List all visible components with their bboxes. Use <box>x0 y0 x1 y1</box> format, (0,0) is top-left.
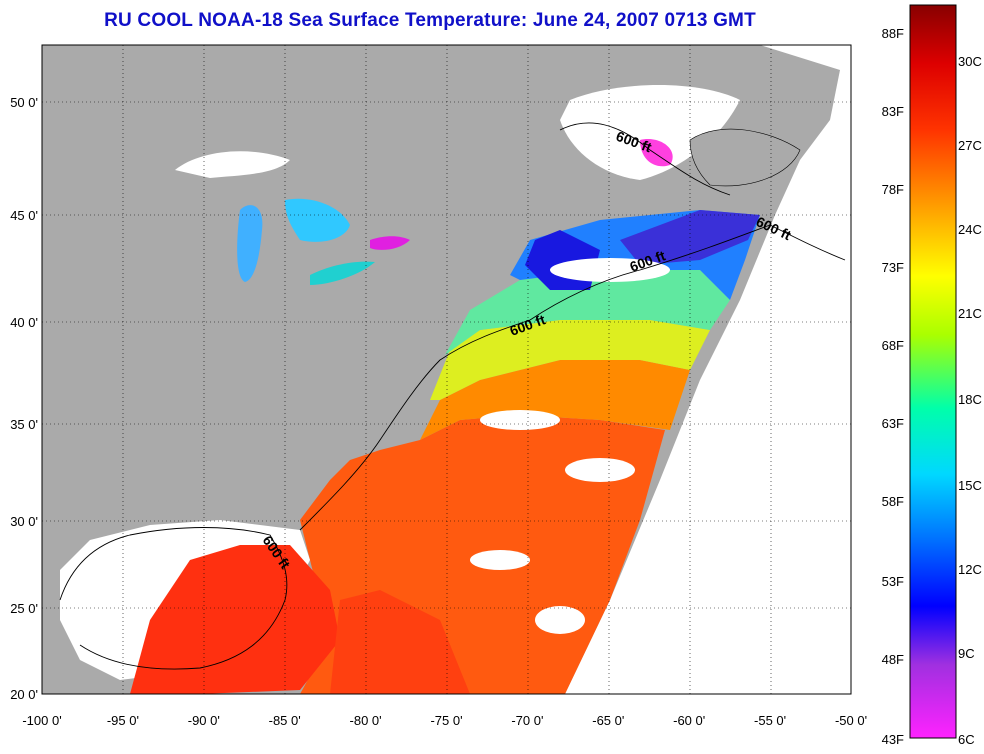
latitude-tick-label: 20 0' <box>10 687 38 702</box>
great-lakes-erie <box>310 261 375 285</box>
colorbar-celsius-label: 24C <box>958 222 982 237</box>
colorbar-fahrenheit-label: 48F <box>882 652 904 667</box>
cloud-patch <box>470 550 530 570</box>
colorbar-fahrenheit-label: 83F <box>882 104 904 119</box>
latitude-tick-label: 30 0' <box>10 514 38 529</box>
longitude-tick-label: -100 0' <box>22 713 61 728</box>
colorbar-celsius-label: 30C <box>958 54 982 69</box>
sst-orange-band <box>420 360 690 440</box>
cloud-patch <box>480 410 560 430</box>
longitude-tick-label: -75 0' <box>430 713 462 728</box>
longitude-tick-label: -50 0' <box>835 713 867 728</box>
latitude-axis: 20 0' 25 0' 30 0' 35 0' 40 0' 45 0' 50 0' <box>10 95 38 702</box>
colorbar-gradient <box>909 4 957 739</box>
colorbar-fahrenheit-label: 68F <box>882 338 904 353</box>
colorbar-fahrenheit-labels: 88F 83F 78F 73F 68F 63F 58F 53F 48F 43F <box>882 26 904 747</box>
cloud-patch <box>535 606 585 634</box>
longitude-tick-label: -65 0' <box>592 713 624 728</box>
colorbar-fahrenheit-label: 58F <box>882 494 904 509</box>
longitude-tick-label: -60 0' <box>673 713 705 728</box>
colorbar-fahrenheit-label: 88F <box>882 26 904 41</box>
latitude-tick-label: 25 0' <box>10 601 38 616</box>
colorbar-celsius-label: 21C <box>958 306 982 321</box>
colorbar-celsius-label: 12C <box>958 562 982 577</box>
newfoundland-land <box>689 128 801 187</box>
great-lakes-huron <box>285 198 350 242</box>
latitude-tick-label: 45 0' <box>10 208 38 223</box>
latitude-tick-label: 40 0' <box>10 315 38 330</box>
longitude-tick-label: -95 0' <box>107 713 139 728</box>
colorbar-celsius-label: 18C <box>958 392 982 407</box>
colorbar-fahrenheit-label: 53F <box>882 574 904 589</box>
colorbar-fahrenheit-label: 43F <box>882 732 904 747</box>
map-plot-area <box>42 45 851 694</box>
sst-yellow-band <box>430 320 710 400</box>
colorbar-celsius-label: 27C <box>958 138 982 153</box>
isobath-contour <box>59 122 846 670</box>
gulf-st-lawrence-sst <box>560 85 740 180</box>
gulf-warm-sst <box>130 545 340 694</box>
colorbar-celsius-labels: 30C 27C 24C 21C 18C 15C 12C 9C 6C <box>958 54 982 747</box>
caribbean-warm-sst <box>330 590 470 694</box>
great-lakes-ontario <box>370 236 410 250</box>
colorbar-fahrenheit-label: 78F <box>882 182 904 197</box>
map-gridlines <box>42 45 851 694</box>
great-lakes-michigan <box>237 205 263 282</box>
colorbar-fahrenheit-label: 63F <box>882 416 904 431</box>
longitude-tick-label: -70 0' <box>511 713 543 728</box>
latitude-tick-label: 50 0' <box>10 95 38 110</box>
longitude-tick-label: -90 0' <box>188 713 220 728</box>
colorbar-celsius-label: 6C <box>958 732 975 747</box>
longitude-tick-label: -85 0' <box>269 713 301 728</box>
colorbar: 88F 83F 78F 73F 68F 63F 58F 53F 48F 43F 30C 27C 24C… <box>882 4 982 747</box>
cloud-patch <box>550 258 670 282</box>
latitude-tick-label: 35 0' <box>10 417 38 432</box>
cloud-patch <box>565 458 635 482</box>
longitude-tick-label: -80 0' <box>350 713 382 728</box>
longitude-axis: -100 0' -95 0' -90 0' -85 0' -80 0' -75 0' -70… <box>22 713 867 728</box>
colorbar-fahrenheit-label: 73F <box>882 260 904 275</box>
no-data-region <box>565 45 851 694</box>
colorbar-celsius-label: 15C <box>958 478 982 493</box>
map-frame <box>41 44 852 695</box>
longitude-tick-label: -55 0' <box>754 713 786 728</box>
map-title: RU COOL NOAA-18 Sea Surface Temperature:… <box>104 10 756 31</box>
sst-green-band <box>445 270 730 355</box>
colorbar-celsius-label: 9C <box>958 646 975 661</box>
